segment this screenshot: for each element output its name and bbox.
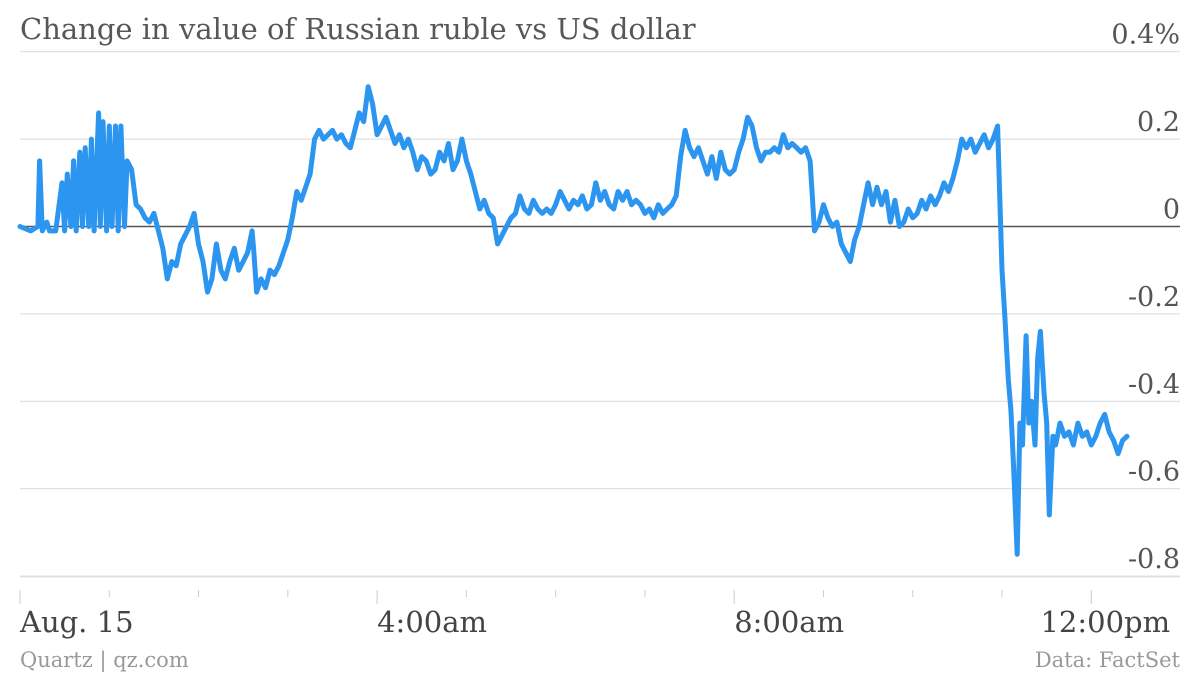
y-tick-label: -0.4 <box>1128 369 1180 400</box>
y-tick-label: -0.8 <box>1128 544 1180 575</box>
y-tick-label: -0.6 <box>1128 457 1180 488</box>
series-layer <box>17 84 1130 557</box>
x-tick-label: 12:00pm <box>1040 605 1170 639</box>
x-tick-label: 4:00am <box>377 605 487 639</box>
grid-lines <box>20 51 1180 577</box>
series-line <box>17 84 1130 557</box>
source-credit: Quartz | qz.com <box>20 648 189 672</box>
chart-title: Change in value of Russian ruble vs US d… <box>20 12 696 46</box>
x-tick-label: Aug. 15 <box>19 605 134 639</box>
y-tick-label: 0.4% <box>1111 20 1180 51</box>
y-tick-label: 0.2 <box>1137 107 1180 138</box>
data-source: Data: FactSet <box>1034 648 1180 672</box>
y-tick-label: -0.2 <box>1128 282 1180 313</box>
y-tick-label: 0 <box>1163 195 1180 226</box>
x-tick-label: 8:00am <box>734 605 844 639</box>
x-axis <box>19 576 1180 604</box>
tick-labels: 0.4% 0.2 0 -0.2 -0.4 -0.6 -0.8 Aug. 15 4:00am 8:0… <box>19 20 1180 639</box>
